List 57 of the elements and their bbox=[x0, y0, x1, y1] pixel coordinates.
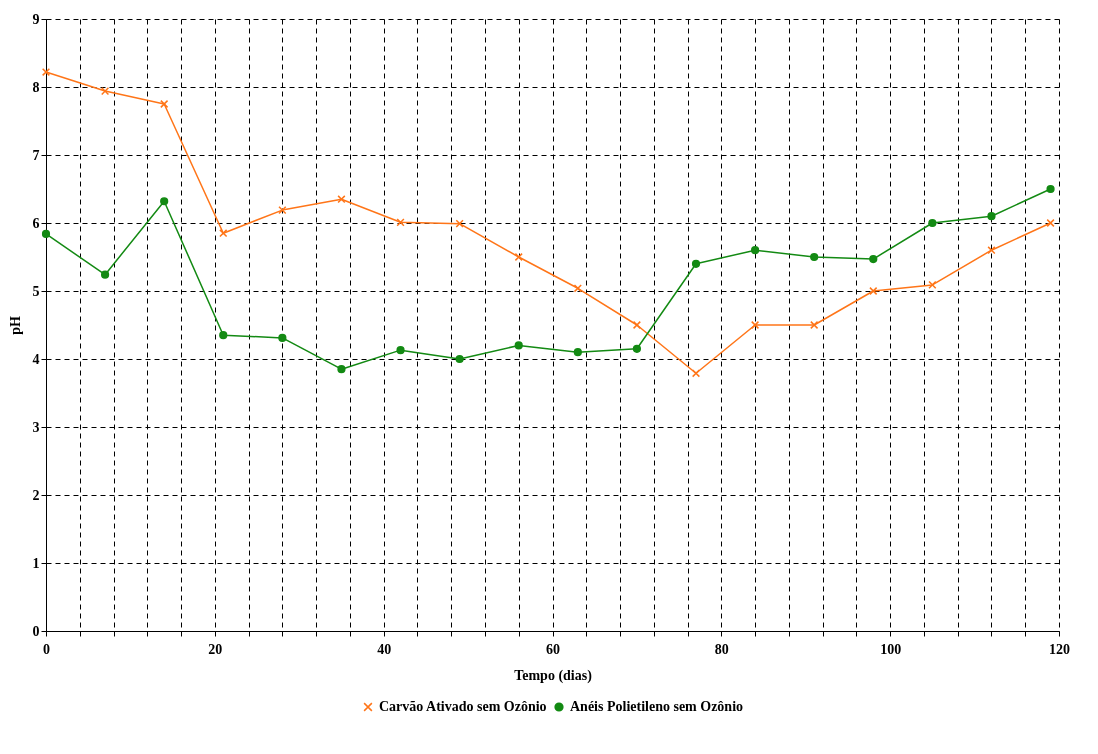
point bbox=[869, 254, 878, 264]
legend-label: Carvão Ativado sem Ozônio bbox=[379, 699, 547, 714]
point bbox=[41, 229, 51, 238]
point bbox=[691, 259, 701, 268]
y-tick-label: 6 bbox=[32, 215, 40, 231]
point bbox=[278, 333, 287, 343]
point bbox=[160, 197, 169, 206]
point bbox=[751, 246, 760, 255]
y-tick-label: 9 bbox=[32, 11, 40, 27]
point bbox=[810, 320, 819, 330]
point bbox=[337, 365, 346, 374]
point bbox=[337, 195, 346, 204]
x-tick-label: 40 bbox=[377, 641, 392, 657]
point bbox=[100, 86, 110, 96]
point bbox=[100, 270, 110, 279]
x-axis-title: Tempo (dias) bbox=[514, 667, 593, 684]
point bbox=[455, 354, 464, 364]
point bbox=[219, 229, 228, 238]
x-tick-label: 0 bbox=[43, 641, 50, 657]
point bbox=[160, 99, 169, 109]
point bbox=[396, 346, 405, 355]
y-tick-label: 8 bbox=[32, 79, 40, 95]
x-tick-label: 80 bbox=[714, 641, 729, 657]
point bbox=[41, 67, 51, 77]
y-tick-label: 0 bbox=[32, 623, 40, 639]
y-tick-label: 5 bbox=[32, 283, 40, 299]
y-tick-label: 7 bbox=[32, 147, 40, 163]
point bbox=[219, 331, 228, 340]
point bbox=[573, 284, 582, 293]
point bbox=[632, 344, 642, 353]
point bbox=[396, 218, 405, 227]
point bbox=[869, 286, 878, 296]
y-tick-label: 3 bbox=[32, 419, 40, 435]
legend-label: Anéis Polietileno sem Ozônio bbox=[570, 699, 744, 714]
x-tick-label: 120 bbox=[1049, 641, 1070, 657]
point bbox=[573, 348, 582, 357]
point bbox=[987, 246, 996, 255]
x-tick-label: 100 bbox=[880, 641, 902, 657]
point bbox=[810, 252, 819, 262]
point bbox=[514, 341, 523, 350]
point bbox=[928, 218, 937, 228]
y-tick-label: 4 bbox=[32, 351, 40, 367]
x-tick-label: 20 bbox=[208, 641, 223, 657]
point bbox=[928, 280, 937, 289]
point bbox=[455, 219, 464, 228]
y-tick-label: 2 bbox=[32, 487, 40, 503]
point bbox=[632, 320, 642, 330]
point bbox=[278, 205, 287, 215]
y-axis-title: pH bbox=[7, 316, 23, 335]
x-tick-label: 60 bbox=[546, 641, 560, 657]
point bbox=[514, 252, 523, 262]
point bbox=[691, 369, 701, 378]
point bbox=[1046, 218, 1055, 228]
point bbox=[987, 212, 996, 221]
point bbox=[1046, 184, 1055, 194]
point bbox=[751, 320, 760, 330]
y-tick-label: 1 bbox=[32, 555, 40, 571]
